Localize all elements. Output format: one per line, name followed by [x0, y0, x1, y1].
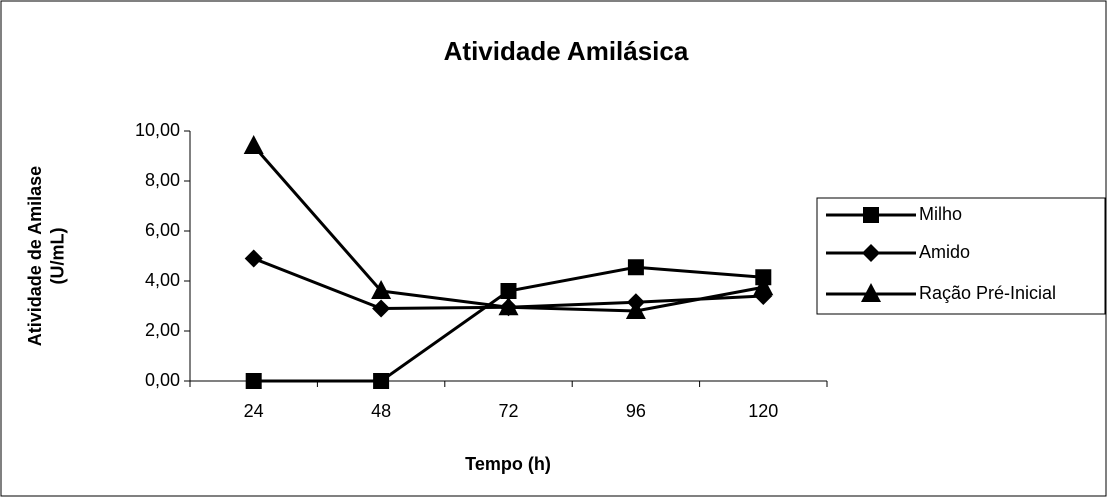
data-point [244, 249, 263, 268]
x-tick-label: 72 [498, 401, 518, 421]
x-axis-label: Tempo (h) [465, 454, 551, 474]
y-tick-label: 0,00 [145, 370, 180, 390]
y-tick-label: 8,00 [145, 170, 180, 190]
legend-marker [861, 283, 881, 302]
legend-marker [862, 244, 880, 262]
y-tick-label: 6,00 [145, 220, 180, 240]
legend-label: Amido [919, 242, 970, 262]
x-tick-label: 48 [371, 401, 391, 421]
data-point [500, 283, 517, 299]
legend-marker [863, 207, 879, 223]
y-tick-label: 4,00 [145, 270, 180, 290]
x-tick-label: 120 [748, 401, 778, 421]
y-tick-label: 10,00 [135, 120, 180, 140]
y-tick-label: 2,00 [145, 320, 180, 340]
data-point [498, 296, 519, 316]
data-point [373, 373, 390, 389]
legend-label: Ração Pré-Inicial [919, 283, 1056, 303]
y-axis-label: Atividade de Amilase (U/mL) [25, 166, 67, 346]
chart-title: Atividade Amilásica [444, 36, 689, 66]
data-point [753, 276, 774, 296]
legend-label: Milho [919, 204, 962, 224]
x-tick-label: 24 [244, 401, 264, 421]
data-point [372, 299, 391, 318]
data-point [627, 259, 644, 276]
x-tick-label: 96 [626, 401, 646, 421]
data-point [371, 280, 392, 299]
data-point [245, 373, 262, 389]
data-point [625, 300, 646, 319]
data-point [243, 135, 264, 154]
